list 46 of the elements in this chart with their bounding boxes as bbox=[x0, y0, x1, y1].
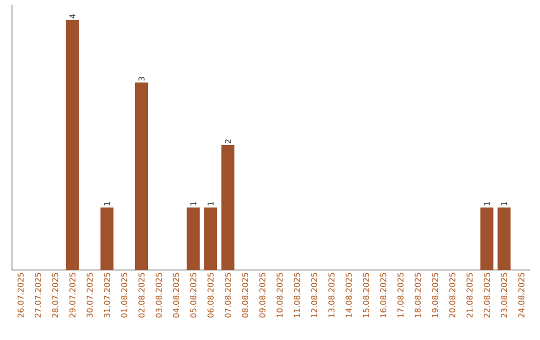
bar bbox=[186, 208, 200, 270]
x-tick-label: 31.07.2025 bbox=[104, 272, 110, 318]
x-tick-label: 17.08.2025 bbox=[397, 272, 404, 318]
x-tick-label: 09.08.2025 bbox=[259, 272, 266, 318]
x-tick-label: 18.08.2025 bbox=[414, 272, 421, 318]
data-label: 3 bbox=[138, 76, 145, 81]
bar bbox=[498, 208, 511, 270]
data-label: 1 bbox=[190, 202, 196, 206]
x-tick-label: 02.08.2025 bbox=[138, 272, 145, 318]
x-tick-label: 22.08.2025 bbox=[484, 272, 490, 318]
data-label: 1 bbox=[208, 202, 214, 206]
x-tick-label: 29.07.2025 bbox=[69, 272, 76, 318]
bar bbox=[135, 82, 148, 270]
x-tick-label: 03.08.2025 bbox=[156, 272, 162, 318]
x-tick-label: 04.08.2025 bbox=[173, 272, 180, 318]
x-tick-label: 30.07.2025 bbox=[86, 272, 93, 318]
bar bbox=[66, 20, 79, 270]
data-label: 1 bbox=[104, 202, 110, 206]
bar bbox=[221, 145, 234, 270]
x-tick-label: 05.08.2025 bbox=[190, 272, 196, 318]
data-label: 4 bbox=[70, 14, 76, 18]
x-tick-label: 01.08.2025 bbox=[121, 272, 128, 318]
x-tick-label: 28.07.2025 bbox=[52, 272, 58, 318]
x-tick-label: 24.08.2025 bbox=[518, 272, 524, 318]
data-label: 2 bbox=[224, 140, 231, 144]
x-tick-label: 26.07.2025 bbox=[18, 272, 24, 318]
x-tick-label: 20.08.2025 bbox=[449, 272, 456, 318]
x-tick-label: 06.08.2025 bbox=[208, 272, 214, 318]
x-tick-label: 07.08.2025 bbox=[224, 272, 231, 318]
x-tick-label: 13.08.2025 bbox=[328, 272, 334, 318]
x-tick-label: 11.08.2025 bbox=[294, 272, 300, 318]
x-tick-label: 16.08.2025 bbox=[380, 272, 386, 318]
bar bbox=[100, 208, 114, 270]
x-tick-label: 23.08.2025 bbox=[501, 272, 508, 318]
bar bbox=[480, 208, 494, 270]
x-tick-label: 12.08.2025 bbox=[311, 272, 318, 318]
x-tick-label: 14.08.2025 bbox=[346, 272, 352, 318]
x-tick-label: 19.08.2025 bbox=[432, 272, 438, 318]
x-tick-label: 10.08.2025 bbox=[276, 272, 283, 318]
x-tick-label: 21.08.2025 bbox=[466, 272, 473, 318]
bar bbox=[204, 208, 218, 270]
x-tick-label: 08.08.2025 bbox=[242, 272, 248, 318]
x-tick-label: 15.08.2025 bbox=[362, 272, 369, 318]
data-label: 1 bbox=[501, 202, 508, 206]
x-tick-label: 27.07.2025 bbox=[34, 272, 41, 318]
data-label: 1 bbox=[484, 202, 490, 206]
